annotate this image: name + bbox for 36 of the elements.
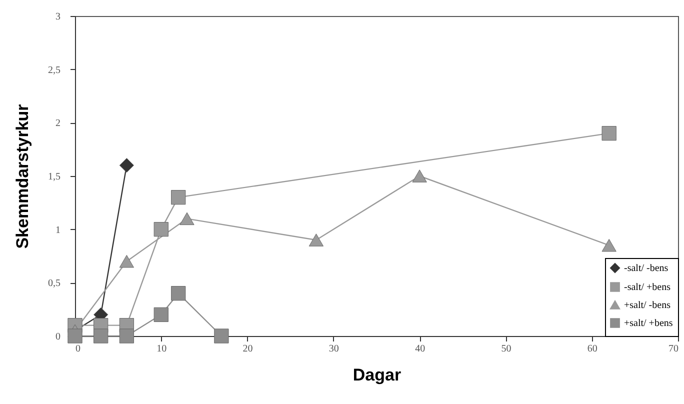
point: [119, 158, 134, 173]
point: [154, 307, 168, 322]
y-tick-label: 0,5: [48, 278, 60, 290]
x-tick-label: 40: [415, 344, 426, 354]
point: [412, 170, 427, 182]
x-tick-label: 0: [76, 344, 80, 354]
point: [602, 238, 616, 252]
point: [214, 328, 229, 344]
y-tick-label: 1: [56, 224, 60, 236]
legend-label: -salt/ +bens: [624, 282, 671, 293]
x-axis-title: Dagar: [352, 366, 402, 384]
y-tick-label: 2,5: [48, 64, 60, 76]
point: [171, 286, 186, 301]
point: [119, 254, 134, 268]
y-tick-label: 2: [56, 118, 60, 130]
point: [180, 212, 194, 226]
y-tick-label: 0: [56, 332, 60, 342]
x-tick-label: 70: [668, 344, 678, 354]
legend-label: +salt/ -bens: [624, 300, 671, 311]
point: [119, 328, 134, 344]
point: [602, 126, 616, 141]
x-tick-label: 10: [156, 344, 167, 354]
x-tick-label: 30: [328, 344, 339, 354]
point: [154, 222, 168, 237]
y-tick-label: 1,5: [48, 172, 60, 182]
point: [68, 328, 82, 344]
x-tick-label: 50: [501, 344, 512, 354]
y-tick-label: 3: [56, 12, 60, 22]
x-tick-label: 20: [242, 344, 253, 354]
y-axis-title: Skemmdarstyrkur: [13, 104, 32, 249]
x-tick-label: 60: [587, 344, 598, 354]
point: [308, 234, 324, 246]
legend-label: -salt/ -bens: [624, 263, 668, 274]
legend-label: +salt/ +bens: [624, 318, 673, 329]
point: [171, 190, 186, 205]
point: [94, 328, 108, 344]
